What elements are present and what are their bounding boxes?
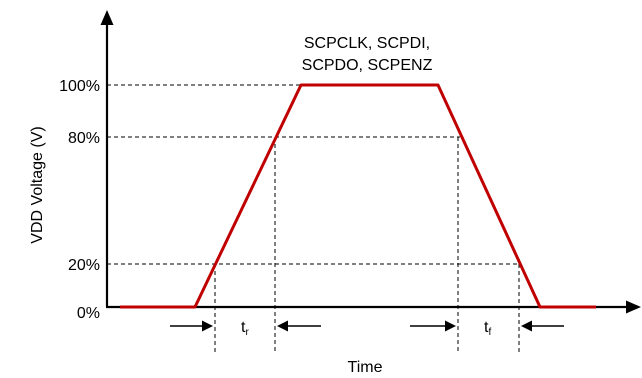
rise-left-arrow	[170, 320, 213, 332]
y-axis-arrowhead	[100, 10, 114, 25]
x-axis-arrowhead	[626, 300, 641, 314]
fall-time-label: tf	[484, 319, 491, 338]
y-tick-80: 80%	[68, 130, 100, 147]
y-axis-label: VDD Voltage (V)	[29, 126, 46, 243]
signal-label-line1: SCPCLK, SCPDI,	[304, 35, 430, 52]
voltage-waveform	[120, 83, 596, 309]
signal-label-line2: SCPDO, SCPENZ	[302, 57, 433, 74]
y-tick-20: 20%	[68, 257, 100, 274]
x-axis-label: Time	[348, 359, 383, 376]
rise-time-label: tr	[241, 319, 249, 338]
fall-left-arrow	[410, 320, 456, 332]
rise-right-arrow	[277, 320, 321, 332]
y-tick-100: 100%	[59, 78, 100, 95]
fall-right-arrow	[521, 320, 564, 332]
y-tick-0: 0%	[77, 305, 100, 322]
